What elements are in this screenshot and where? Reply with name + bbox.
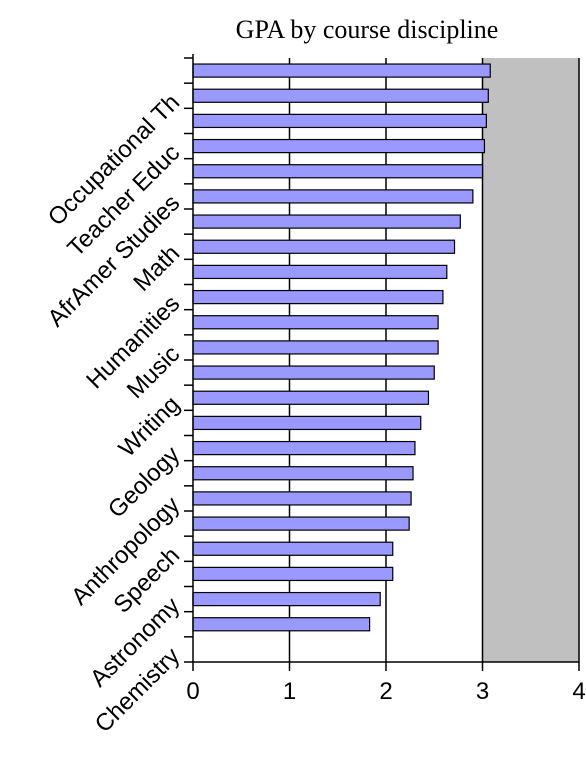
bar-21 bbox=[192, 591, 381, 607]
bar-22 bbox=[192, 617, 371, 632]
bar-0 bbox=[192, 63, 491, 78]
x-tick-labels: 0 1 2 3 4 bbox=[186, 678, 585, 705]
bar-7 bbox=[192, 239, 456, 254]
x-tick-label-1: 1 bbox=[283, 678, 296, 705]
x-tick-label-2: 2 bbox=[379, 678, 392, 705]
bar-4 bbox=[192, 164, 484, 179]
x-tick-label-4: 4 bbox=[572, 678, 585, 705]
bar-15 bbox=[192, 440, 416, 456]
x-tick-label-0: 0 bbox=[186, 678, 199, 705]
vertical-gridlines bbox=[288, 58, 580, 662]
bar-18 bbox=[192, 516, 410, 531]
bar-9 bbox=[192, 289, 444, 305]
bar-1 bbox=[192, 88, 489, 103]
bar-2 bbox=[192, 113, 487, 129]
axes bbox=[184, 54, 580, 671]
bar-12 bbox=[192, 365, 435, 380]
bar-series bbox=[192, 63, 491, 632]
bar-20 bbox=[192, 566, 394, 582]
bar-10 bbox=[192, 315, 439, 330]
bar-6 bbox=[192, 214, 461, 229]
bar-16 bbox=[192, 466, 414, 481]
x-tick-label-3: 3 bbox=[476, 678, 489, 705]
bar-3 bbox=[192, 138, 486, 154]
chart-title: GPA by course discipline bbox=[236, 15, 499, 44]
bar-8 bbox=[192, 264, 448, 280]
bar-19 bbox=[192, 541, 394, 556]
shaded-region bbox=[482, 58, 579, 662]
bar-5 bbox=[192, 189, 474, 204]
bar-17 bbox=[192, 491, 412, 506]
bar-14 bbox=[192, 415, 422, 431]
bar-11 bbox=[192, 340, 439, 355]
bar-13 bbox=[192, 390, 430, 405]
